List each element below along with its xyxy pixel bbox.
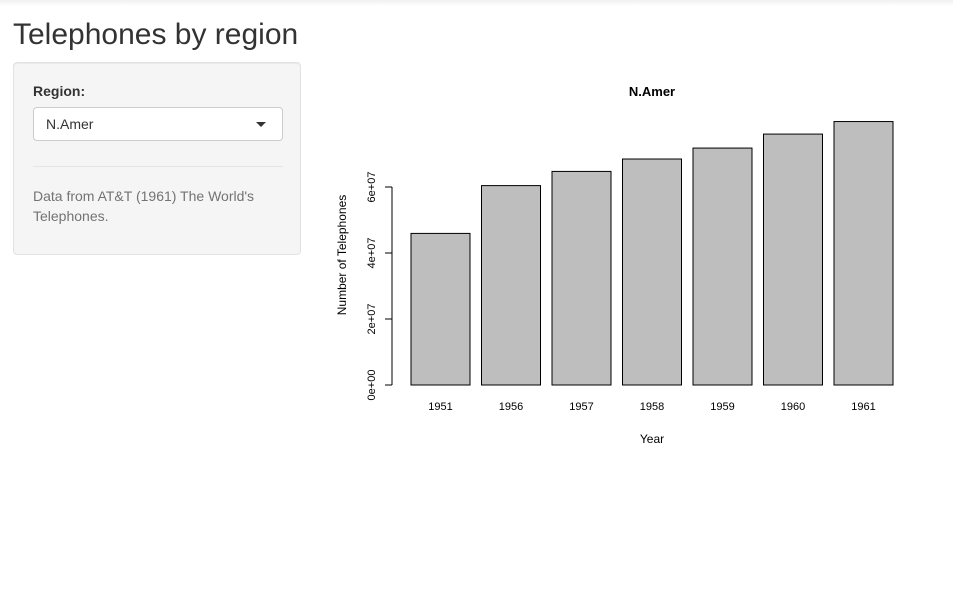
y-tick-label: 6e+07 — [366, 172, 378, 203]
help-text: Data from AT&T (1961) The World's Teleph… — [33, 188, 255, 224]
x-tick-label: 1956 — [499, 401, 523, 413]
region-select-value: N.Amer — [46, 116, 94, 132]
sidebar-panel: Region: N.Amer Data from AT&T (1961) The… — [13, 62, 301, 255]
x-tick-label: 1951 — [428, 401, 452, 413]
x-tick-label: 1961 — [851, 401, 875, 413]
region-label: Region: — [33, 83, 86, 99]
bar-1956 — [481, 185, 541, 386]
bar-1961 — [833, 121, 894, 386]
y-tick-label: 2e+07 — [366, 304, 378, 335]
x-tick-label: 1958 — [640, 401, 664, 413]
bar-1958 — [622, 158, 682, 386]
region-select[interactable]: N.Amer — [33, 107, 283, 141]
bar-chart: N.Amer Year Number of Telephones 0e+00 2e… — [335, 84, 894, 446]
y-tick-label: 0e+00 — [366, 370, 378, 401]
bar-1959 — [692, 147, 753, 386]
x-tick-label: 1960 — [781, 401, 805, 413]
x-axis-label: Year — [640, 432, 664, 446]
x-tick-label: 1957 — [569, 401, 593, 413]
caret-down-icon — [256, 122, 266, 127]
plot-area: N.Amer Year Number of Telephones 0e+00 2e… — [316, 62, 946, 462]
y-tick-label: 4e+07 — [366, 238, 378, 269]
bar-1960 — [763, 133, 823, 386]
page-title: Telephones by region — [13, 18, 299, 51]
y-axis: 0e+00 2e+07 4e+07 6e+07 — [366, 172, 393, 401]
bar-1951 — [410, 232, 471, 386]
chart-title: N.Amer — [629, 84, 675, 99]
x-tick-labels: 1951 1956 1957 1958 1959 1960 1961 — [428, 401, 875, 413]
bars-group — [410, 121, 894, 386]
divider — [33, 166, 283, 167]
bar-1957 — [551, 170, 612, 386]
x-tick-label: 1959 — [710, 401, 734, 413]
top-shadow — [0, 0, 953, 6]
y-axis-label: Number of Telephones — [335, 195, 349, 316]
